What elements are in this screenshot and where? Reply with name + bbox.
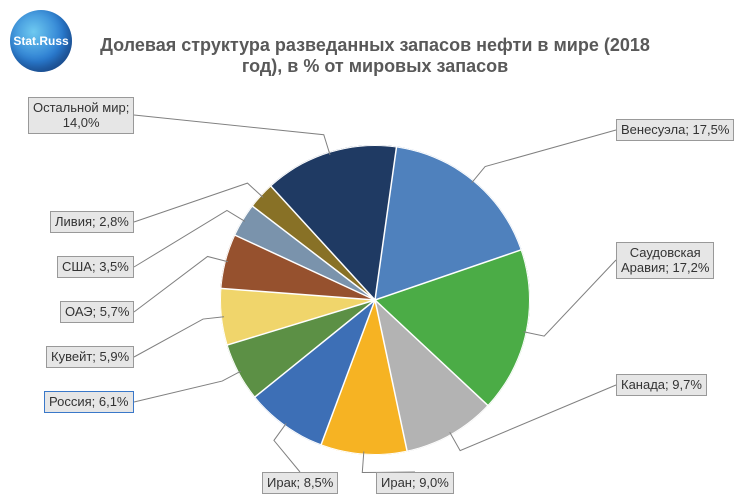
slice-label-uae: ОАЭ; 5,7% [60,301,134,323]
slice-label-iran: Иран; 9,0% [376,472,454,494]
chart-title-text: Долевая структура разведанных запасов не… [100,35,650,76]
chart-root: Stat.Russ Долевая структура разведанных … [0,0,750,502]
slice-label-libya: Ливия; 2,8% [50,211,134,233]
slice-label-russia: Россия; 6,1% [44,391,134,413]
slice-label-iraq: Ирак; 8,5% [262,472,338,494]
chart-title: Долевая структура разведанных запасов не… [0,14,750,77]
slice-label-canada: Канада; 9,7% [616,374,707,396]
slice-label-rest: Остальной мир; 14,0% [28,97,134,134]
slice-label-kuwait: Кувейт; 5,9% [46,346,134,368]
slice-label-venezuela: Венесуэла; 17,5% [616,119,734,141]
slice-label-usa: США; 3,5% [57,256,134,278]
pie-chart [220,145,530,455]
slice-label-saudi: Саудовская Аравия; 17,2% [616,242,714,279]
